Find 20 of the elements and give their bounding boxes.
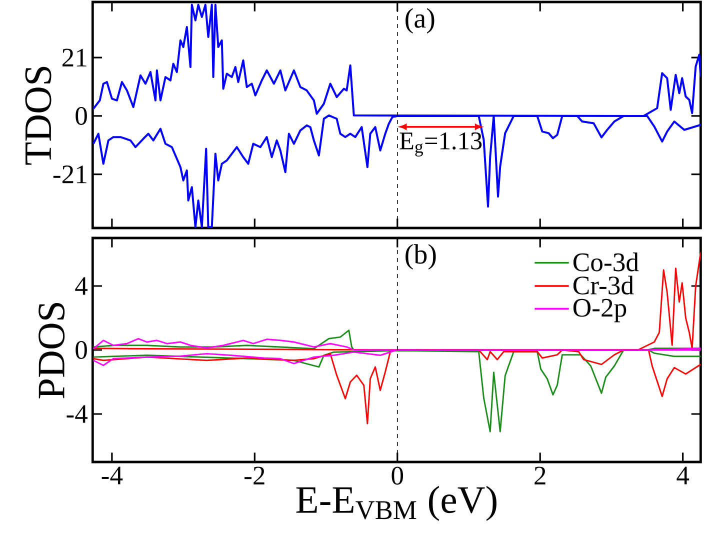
legend-label: Cr-3d [573, 276, 634, 294]
y-tick-label: 21 [62, 48, 86, 66]
x-axis-title: E-E$_{VBM}$ (eV) [296, 486, 496, 521]
x-tick-label: -4 [102, 466, 123, 484]
x-tick-label: 4 [676, 466, 690, 484]
x-tick-label: 0 [392, 466, 404, 485]
y-tick-label: 0 [76, 341, 87, 359]
annotation: (b) [406, 244, 436, 270]
y-tick-label: 0 [76, 106, 87, 125]
annotation: (a) [406, 8, 434, 34]
y-tick-label: -21 [53, 166, 86, 184]
legend-label: Co-3d [573, 252, 639, 272]
y-tick-label: 4 [75, 277, 88, 295]
y-axis-title: TDOS [25, 66, 52, 165]
x-tick-label: 2 [534, 466, 546, 484]
annotation: E$_{g}$=1.13 [400, 132, 482, 156]
y-tick-label: -4 [66, 405, 88, 423]
x-tick-label: -2 [244, 466, 264, 484]
legend-label: O-2p [573, 298, 626, 322]
y-axis-title: PDOS [38, 302, 65, 398]
